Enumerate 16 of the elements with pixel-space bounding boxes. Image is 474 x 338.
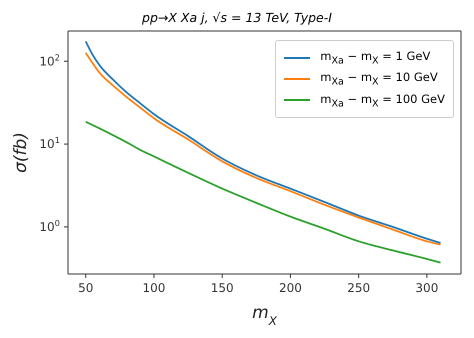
y-tick-label: 10$^{0}$ <box>39 218 60 234</box>
x-tick-label: 150 <box>210 281 234 295</box>
legend-label: m$_{Xa}$ − m$_{X}$ = 1 GeV <box>320 49 430 66</box>
chart-title: pp→X Xa j, √s = 13 TeV, Type-I <box>141 9 333 27</box>
x-tick-label: 250 <box>347 281 370 295</box>
x-tick-label: 200 <box>278 281 302 295</box>
legend-label: m$_{Xa}$ − m$_{X}$ = 10 GeV <box>320 70 438 88</box>
legend-label: m$_{Xa}$ − m$_{X}$ = 100 GeV <box>320 92 445 109</box>
y-axis-title: σ(fb) <box>11 132 31 173</box>
x-axis-title: m$_{X}$ <box>252 303 278 328</box>
x-tick-label: 50 <box>78 281 94 295</box>
y-tick-label: 10$^{2}$ <box>39 52 60 68</box>
line-series <box>84 120 442 264</box>
x-tick-label: 100 <box>142 281 166 295</box>
y-tick-label: 10$^{1}$ <box>39 135 60 152</box>
x-tick-label: 300 <box>415 281 438 295</box>
